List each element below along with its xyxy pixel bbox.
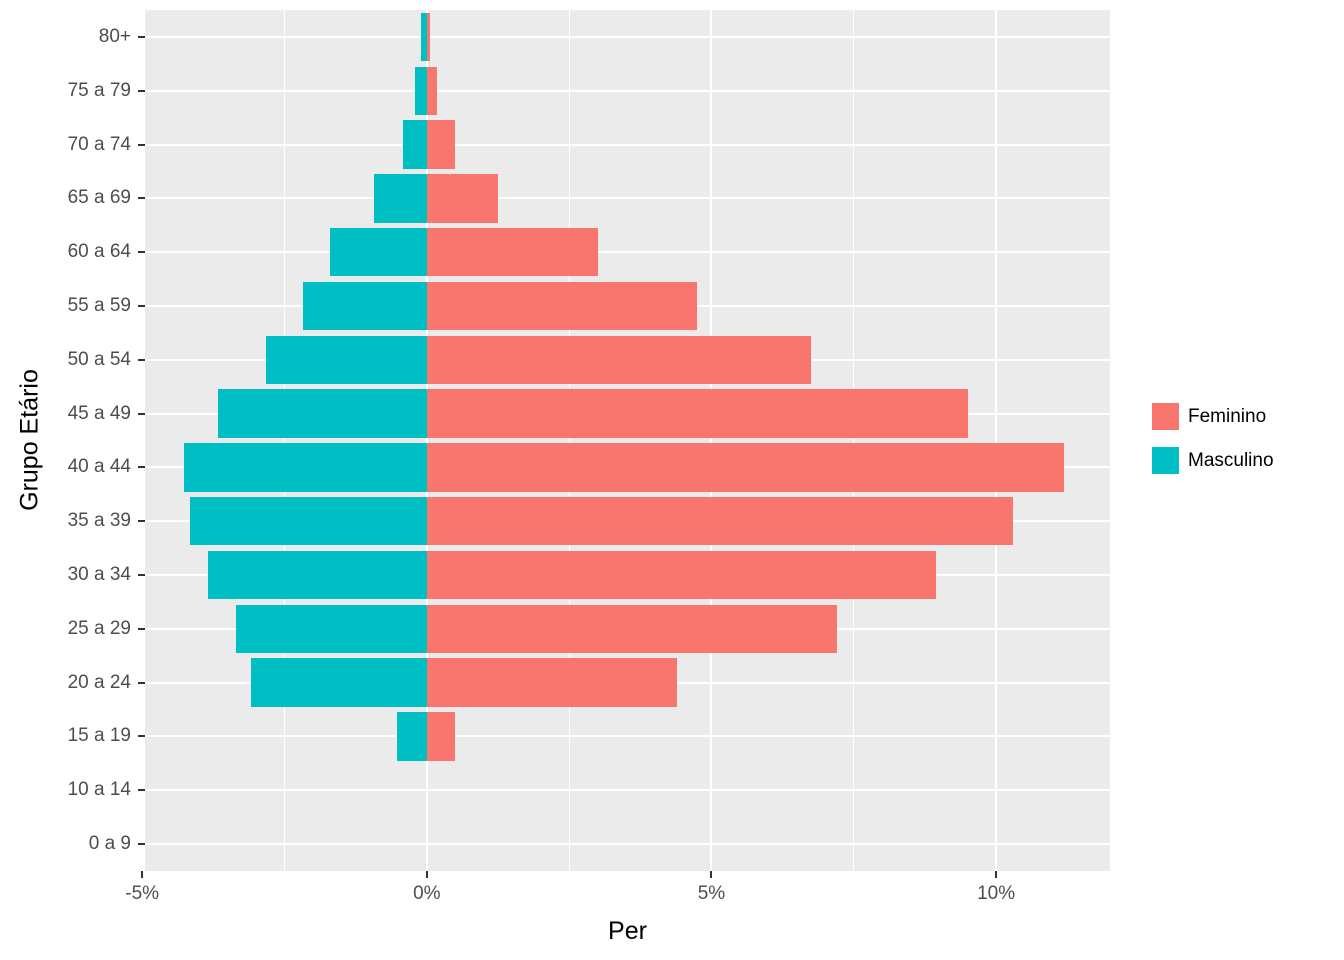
y-tick-mark xyxy=(138,789,145,792)
bar-feminino-75-a-79 xyxy=(426,66,438,115)
bar-feminino-70-a-74 xyxy=(426,120,456,169)
gridline-major-horizontal xyxy=(145,251,1110,254)
x-tick-mark xyxy=(995,871,998,878)
y-tick-mark xyxy=(138,466,145,469)
y-tick-mark xyxy=(138,520,145,523)
y-tick-label: 75 a 79 xyxy=(67,79,131,101)
y-tick-mark xyxy=(138,735,145,738)
y-tick-label: 25 a 29 xyxy=(67,617,131,639)
gridline-minor-vertical xyxy=(568,10,570,871)
gridline-major-vertical xyxy=(995,10,998,871)
plot-panel xyxy=(145,10,1110,871)
bar-masculino-65-a-69 xyxy=(373,174,427,223)
x-axis-title: Per xyxy=(608,917,647,945)
gridline-major-vertical xyxy=(425,10,428,871)
bar-masculino-75-a-79 xyxy=(414,66,427,115)
y-tick-mark xyxy=(138,627,145,630)
y-tick-label: 0 a 9 xyxy=(88,833,131,855)
y-tick-label: 55 a 59 xyxy=(67,294,131,316)
legend-label-feminino: Feminino xyxy=(1188,405,1267,427)
bar-feminino-45-a-49 xyxy=(426,389,968,438)
gridline-major-horizontal xyxy=(145,197,1110,200)
bar-masculino-20-a-24 xyxy=(250,658,427,707)
x-tick-mark xyxy=(141,871,144,878)
bar-masculino-45-a-49 xyxy=(217,389,427,438)
bar-feminino-20-a-24 xyxy=(426,658,678,707)
y-tick-label: 15 a 19 xyxy=(67,725,131,747)
x-tick-label: -5% xyxy=(125,883,160,904)
y-tick-mark xyxy=(138,251,145,254)
legend-key-masculino xyxy=(1152,447,1179,474)
gridline-major-horizontal xyxy=(145,735,1110,738)
legend-entry-feminino: Feminino xyxy=(1152,403,1274,430)
bar-masculino-25-a-29 xyxy=(236,604,427,654)
gridline-major-horizontal xyxy=(145,35,1110,38)
y-tick-label: 10 a 14 xyxy=(67,779,131,801)
gridline-minor-vertical xyxy=(853,10,855,871)
y-tick-label: 35 a 39 xyxy=(67,510,131,532)
y-tick-label: 40 a 44 xyxy=(67,456,131,478)
y-tick-mark xyxy=(138,304,145,307)
y-tick-label: 45 a 49 xyxy=(67,402,131,424)
y-tick-label: 30 a 34 xyxy=(67,564,131,586)
y-tick-mark xyxy=(138,574,145,577)
bar-feminino-25-a-29 xyxy=(426,604,837,654)
bar-feminino-55-a-59 xyxy=(426,281,698,331)
bar-masculino-80+ xyxy=(420,12,427,62)
gridline-major-horizontal xyxy=(145,843,1110,846)
legend: Feminino Masculino xyxy=(1152,403,1274,491)
bar-feminino-60-a-64 xyxy=(426,227,598,277)
x-tick-label: 10% xyxy=(977,883,1016,904)
bar-feminino-50-a-54 xyxy=(426,335,812,384)
gridline-major-horizontal xyxy=(145,143,1110,146)
legend-entry-masculino: Masculino xyxy=(1152,447,1274,474)
y-tick-mark xyxy=(138,843,145,846)
legend-key-feminino xyxy=(1152,403,1179,430)
x-tick-label: 0% xyxy=(413,883,441,904)
y-tick-label: 20 a 24 xyxy=(67,671,131,693)
bar-masculino-15-a-19 xyxy=(396,712,427,761)
x-tick-label: 5% xyxy=(697,883,726,904)
y-tick-mark xyxy=(138,358,145,361)
y-tick-mark xyxy=(138,197,145,200)
y-tick-mark xyxy=(138,681,145,684)
x-tick-mark xyxy=(425,871,428,878)
bar-masculino-50-a-54 xyxy=(266,335,427,384)
bar-feminino-40-a-44 xyxy=(426,443,1065,492)
y-tick-label: 70 a 74 xyxy=(67,133,131,155)
gridline-major-vertical xyxy=(710,10,713,871)
y-tick-mark xyxy=(138,412,145,415)
bar-feminino-30-a-34 xyxy=(426,550,937,600)
y-tick-label: 60 a 64 xyxy=(67,241,131,263)
y-tick-mark xyxy=(138,35,145,38)
gridline-major-horizontal xyxy=(145,789,1110,792)
bar-masculino-60-a-64 xyxy=(330,227,427,277)
gridline-major-horizontal xyxy=(145,89,1110,92)
x-tick-mark xyxy=(710,871,713,878)
bar-masculino-35-a-39 xyxy=(189,497,427,546)
y-tick-label: 65 a 69 xyxy=(67,187,131,209)
y-axis-title: Grupo Etário xyxy=(15,369,44,511)
bar-feminino-35-a-39 xyxy=(426,497,1014,546)
bar-masculino-70-a-74 xyxy=(402,120,427,169)
bar-masculino-55-a-59 xyxy=(302,281,427,331)
y-tick-label: 50 a 54 xyxy=(67,348,131,370)
bar-masculino-40-a-44 xyxy=(184,443,427,492)
gridline-minor-vertical xyxy=(283,10,285,871)
bar-feminino-65-a-69 xyxy=(426,174,498,223)
y-tick-mark xyxy=(138,89,145,92)
bar-feminino-80+ xyxy=(426,12,431,62)
bar-feminino-15-a-19 xyxy=(426,712,456,761)
y-tick-label: 80+ xyxy=(98,25,131,47)
legend-label-masculino: Masculino xyxy=(1188,449,1274,471)
bar-masculino-30-a-34 xyxy=(208,550,427,600)
y-tick-mark xyxy=(138,143,145,146)
